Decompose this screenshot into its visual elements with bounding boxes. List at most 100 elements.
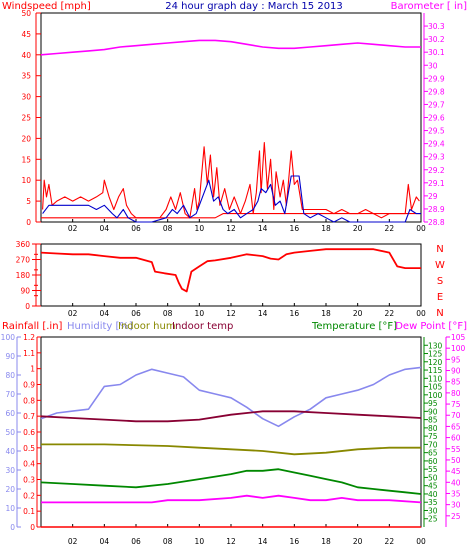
windspeed-tick-label: 50 <box>21 9 31 18</box>
wind-barometer-panel: 0 5 10 15 20 25 30 35 40 45 50 28.8 28.9 29 29.1 29.2 29… <box>21 9 444 227</box>
compass-label: N <box>436 244 443 255</box>
compass-label: E <box>437 292 443 303</box>
barometer-tick-label: 29.7 <box>428 100 445 109</box>
time-label: 18 <box>321 309 331 318</box>
time-label: 06 <box>131 309 141 318</box>
time-label: 04 <box>100 309 110 318</box>
time-label: 00 <box>416 537 426 546</box>
rainfall-axis-title: Rainfall [.in] <box>2 321 63 332</box>
indoor-temp-legend: Indoor temp <box>172 321 233 332</box>
humidity-tick-label: 50 <box>5 428 15 437</box>
time-label: 04 <box>100 537 110 546</box>
time-label: 16 <box>290 537 300 546</box>
dew-point-tick-label: 80 <box>451 389 461 398</box>
time-label: 16 <box>290 309 300 318</box>
indoor-hum-legend: Indoor hum <box>118 321 176 332</box>
temperature-tick-label: 80 <box>428 424 438 433</box>
time-label: 00 <box>416 309 426 318</box>
time-label: 12 <box>226 309 236 318</box>
direction-tick-label: 180 <box>16 271 31 280</box>
time-label: 08 <box>163 309 173 318</box>
time-label: 18 <box>321 537 331 546</box>
time-label: 00 <box>416 224 426 233</box>
temperature-tick-label: 115 <box>428 366 443 375</box>
rainfall-tick-label: 1 <box>30 365 35 374</box>
dew-point-tick-label: 75 <box>451 400 461 409</box>
rainfall-tick-label: 0.3 <box>23 476 35 485</box>
temperature-tick-label: 110 <box>428 374 443 383</box>
time-axis-labels: 02 04 06 08 10 12 14 16 18 20 22 00 02 04 06 08 10 12 14 16… <box>68 224 426 546</box>
dew-point-tick-label: 50 <box>451 456 461 465</box>
plot-frame <box>40 12 422 223</box>
humidity-tick-label: 20 <box>5 485 15 494</box>
time-label: 20 <box>353 537 363 546</box>
rainfall-tick-label: 0.5 <box>23 444 35 453</box>
wind-line <box>41 213 421 219</box>
direction-line <box>40 248 421 293</box>
time-label: 10 <box>195 224 205 233</box>
temperature-tick-label: 50 <box>428 473 438 482</box>
barometer-tick-label: 30.1 <box>428 48 445 57</box>
temperature-tick-label: 60 <box>428 457 438 466</box>
temperature-tick-label: 95 <box>428 399 438 408</box>
dew-point-tick-label: 95 <box>451 355 461 364</box>
temperature-legend: Temperature [°F] <box>311 321 397 332</box>
temperature-tick-label: 120 <box>428 358 443 367</box>
time-label: 20 <box>353 309 363 318</box>
dew-point-tick-label: 35 <box>451 489 461 498</box>
avg_wind-line <box>42 175 421 223</box>
temperature-tick-label: 85 <box>428 416 438 425</box>
time-label: 22 <box>385 537 395 546</box>
barometer-tick-label: 29 <box>428 192 438 201</box>
barometer-tick-label: 29.3 <box>428 153 445 162</box>
temperature-tick-label: 40 <box>428 490 438 499</box>
temperature-tick-label: 105 <box>428 383 443 392</box>
temperature-tick-label: 35 <box>428 498 438 507</box>
dew-point-tick-label: 45 <box>451 467 461 476</box>
dew-point-tick-label: 105 <box>451 333 466 342</box>
time-label: 06 <box>131 537 141 546</box>
temperature-line <box>40 468 422 495</box>
barometer-tick-label: 29.1 <box>428 179 445 188</box>
time-label: 02 <box>68 537 78 546</box>
barometer-tick-label: 29.4 <box>428 140 445 149</box>
dew-point-tick-label: 25 <box>451 512 461 521</box>
temperature-tick-label: 125 <box>428 350 443 359</box>
temperature-tick-label: 90 <box>428 407 438 416</box>
time-label: 10 <box>195 537 205 546</box>
windspeed-tick-label: 30 <box>21 93 31 102</box>
windspeed-tick-label: 0 <box>26 218 31 227</box>
compass-label: W <box>435 260 445 271</box>
humidity-line <box>40 366 422 428</box>
barometer-tick-label: 29.9 <box>428 74 445 83</box>
barometer-tick-label: 30.2 <box>428 35 445 44</box>
windspeed-tick-label: 20 <box>21 134 31 143</box>
humidity-tick-label: 80 <box>5 371 15 380</box>
time-label: 22 <box>385 224 395 233</box>
dew-point-legend: Dew Point [°F] <box>395 321 467 332</box>
time-label: 08 <box>163 224 173 233</box>
direction-tick-label: 0 <box>25 302 30 311</box>
time-label: 14 <box>258 537 268 546</box>
temperature-tick-label: 130 <box>428 341 443 350</box>
rainfall-tick-label: 0.1 <box>23 507 35 516</box>
time-label: 22 <box>385 309 395 318</box>
windspeed-tick-label: 40 <box>21 51 31 60</box>
windspeed-tick-label: 35 <box>21 72 31 81</box>
windspeed-tick-label: 45 <box>21 30 31 39</box>
time-label: 04 <box>100 224 110 233</box>
temperature-tick-label: 100 <box>428 391 443 400</box>
time-label: 14 <box>258 224 268 233</box>
temperature-tick-label: 70 <box>428 440 438 449</box>
humidity-tick-label: 30 <box>5 466 15 475</box>
time-label: 02 <box>68 224 78 233</box>
dew-point-tick-label: 70 <box>451 411 461 420</box>
barometer-tick-label: 29.8 <box>428 87 445 96</box>
plot-frame <box>40 243 422 307</box>
rainfall-tick-label: 0.8 <box>23 396 35 405</box>
windspeed-tick-label: 15 <box>21 155 31 164</box>
dew-point-tick-label: 55 <box>451 445 461 454</box>
humidity-tick-label: 100 <box>1 333 16 342</box>
compass-label: N <box>436 308 443 319</box>
humidity-tick-label: 70 <box>5 390 15 399</box>
